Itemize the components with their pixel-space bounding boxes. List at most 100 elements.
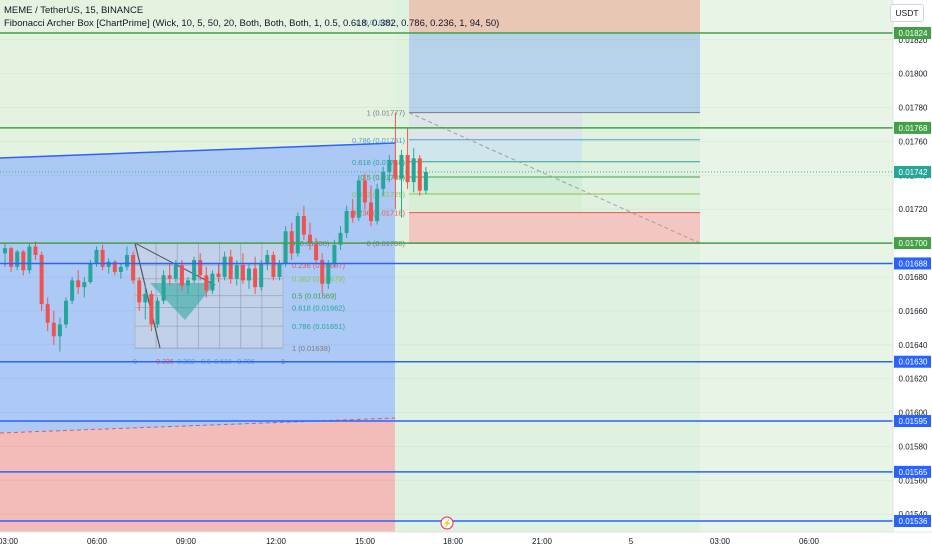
candle-body bbox=[399, 155, 404, 179]
candle-body bbox=[88, 263, 93, 283]
price-tick: 0.01620 bbox=[899, 375, 928, 384]
level-price-badge bbox=[894, 121, 931, 134]
candle-body bbox=[326, 263, 331, 284]
level-price-text: 0.01688 bbox=[899, 259, 928, 268]
candle-body bbox=[240, 265, 245, 281]
level-price-badge bbox=[894, 465, 931, 478]
left-fib-label: 0.5 (0.01669) bbox=[292, 292, 337, 301]
candle-body bbox=[222, 256, 227, 277]
candle-body bbox=[21, 251, 26, 271]
candle-body bbox=[271, 254, 276, 277]
archer-arrow bbox=[134, 242, 161, 349]
price-tick: 0.01540 bbox=[899, 510, 928, 519]
candle-body bbox=[216, 273, 221, 277]
left-fib-bottom-label: 0.786 bbox=[237, 359, 255, 366]
level-price-text: 0.01536 bbox=[899, 517, 928, 526]
last-price-text: 0.01742 bbox=[899, 168, 928, 177]
level-price-badge bbox=[894, 515, 931, 527]
candle-body bbox=[387, 160, 392, 172]
left-fib-bottom-label: 1 bbox=[281, 359, 285, 366]
level-price-text: 0.01630 bbox=[899, 358, 928, 367]
fib-red-zone bbox=[409, 212, 700, 244]
candle-body bbox=[76, 280, 81, 288]
price-tick: 0.01760 bbox=[899, 137, 928, 146]
candle-body bbox=[381, 171, 386, 189]
level-price-badge bbox=[894, 27, 931, 39]
left-fib-bottom-label: 0.618 bbox=[214, 359, 232, 366]
red-zone bbox=[0, 420, 395, 532]
candle-body bbox=[283, 231, 288, 264]
candle-body bbox=[423, 171, 428, 191]
candle-body bbox=[149, 293, 154, 325]
candle-body bbox=[45, 304, 50, 323]
candle-body bbox=[125, 254, 129, 267]
candle-body bbox=[204, 275, 209, 291]
candle-body bbox=[301, 216, 306, 235]
candle-body bbox=[82, 282, 87, 288]
level-price-text: 0.01768 bbox=[899, 124, 928, 133]
candle-body bbox=[94, 249, 99, 264]
time-label: 12:00 bbox=[266, 537, 287, 546]
candle-body bbox=[350, 210, 355, 218]
price-tick: 0.01780 bbox=[899, 104, 928, 113]
price-tick: 0.01560 bbox=[899, 476, 928, 485]
candle-body bbox=[417, 158, 422, 191]
time-axis-bg bbox=[0, 532, 932, 550]
candle-body bbox=[308, 234, 312, 244]
fib-top-label: 1 (0.01825) bbox=[355, 18, 394, 27]
left-fib-bottom-label: 0.382 bbox=[177, 359, 195, 366]
level-price-badge bbox=[894, 257, 931, 270]
candle-body bbox=[289, 231, 294, 254]
candle-body bbox=[51, 322, 56, 337]
currency-button[interactable]: USDT bbox=[890, 4, 924, 22]
price-tick: 0.01680 bbox=[899, 273, 928, 282]
time-axis: 03:00 06:00 09:00 12:00 15:00 18:00 21:00 5 03:0… bbox=[0, 516, 932, 550]
level-price-text: 0.01700 bbox=[899, 239, 928, 248]
time-label: 03:00 bbox=[0, 537, 19, 546]
price-tick: 0.01820 bbox=[899, 36, 928, 45]
candle-body bbox=[106, 261, 111, 267]
indicator-legend[interactable]: Fibonacci Archer Box [ChartPrime] (Wick,… bbox=[4, 18, 500, 29]
level-price-badge bbox=[894, 415, 931, 428]
fib-band bbox=[409, 177, 582, 194]
fib-band bbox=[409, 139, 582, 162]
time-label: 15:00 bbox=[355, 537, 376, 546]
price-tick: 0.01660 bbox=[899, 307, 928, 316]
candle-body bbox=[167, 275, 172, 279]
candle-body bbox=[259, 263, 264, 288]
level-price-badge bbox=[894, 237, 931, 250]
left-fib-label: 1 (0.01638) bbox=[292, 344, 331, 353]
time-label: 21:00 bbox=[532, 537, 553, 546]
fib-level-label: 0.618 (0.01748) bbox=[352, 158, 405, 167]
candle-body bbox=[247, 268, 251, 281]
candle-body bbox=[253, 268, 258, 288]
price-tick: 0.01640 bbox=[899, 341, 928, 350]
fib-level-label: 1 (0.01777) bbox=[367, 109, 406, 118]
level-price-text: 0.01595 bbox=[899, 417, 928, 426]
candle-body bbox=[314, 243, 319, 261]
flash-icon[interactable] bbox=[440, 516, 454, 530]
left-fib-label: 0.236 (0.01687) bbox=[292, 261, 345, 270]
candle-body bbox=[161, 275, 166, 301]
candle-body bbox=[210, 273, 215, 291]
fib-band bbox=[409, 161, 582, 178]
time-label: 03:00 bbox=[710, 537, 731, 546]
candle-body bbox=[362, 180, 367, 203]
price-tick: 0.01600 bbox=[899, 409, 928, 418]
symbol-title: MEME / TetherUS, 15, BINANCE bbox=[4, 5, 144, 16]
candle-body bbox=[332, 244, 337, 264]
candle-body bbox=[100, 249, 105, 267]
time-label: 06:00 bbox=[87, 537, 108, 546]
candle-body bbox=[9, 248, 14, 267]
candle-body bbox=[70, 280, 75, 301]
candle-body bbox=[27, 246, 32, 271]
left-fib-bottom-label: 0 bbox=[133, 359, 137, 366]
candle-body bbox=[192, 260, 197, 281]
candle-body bbox=[228, 256, 233, 279]
candle-body bbox=[33, 246, 38, 255]
level-price-text: 0.01824 bbox=[899, 29, 928, 38]
candle-body bbox=[411, 158, 416, 183]
archer-fan bbox=[150, 283, 215, 320]
